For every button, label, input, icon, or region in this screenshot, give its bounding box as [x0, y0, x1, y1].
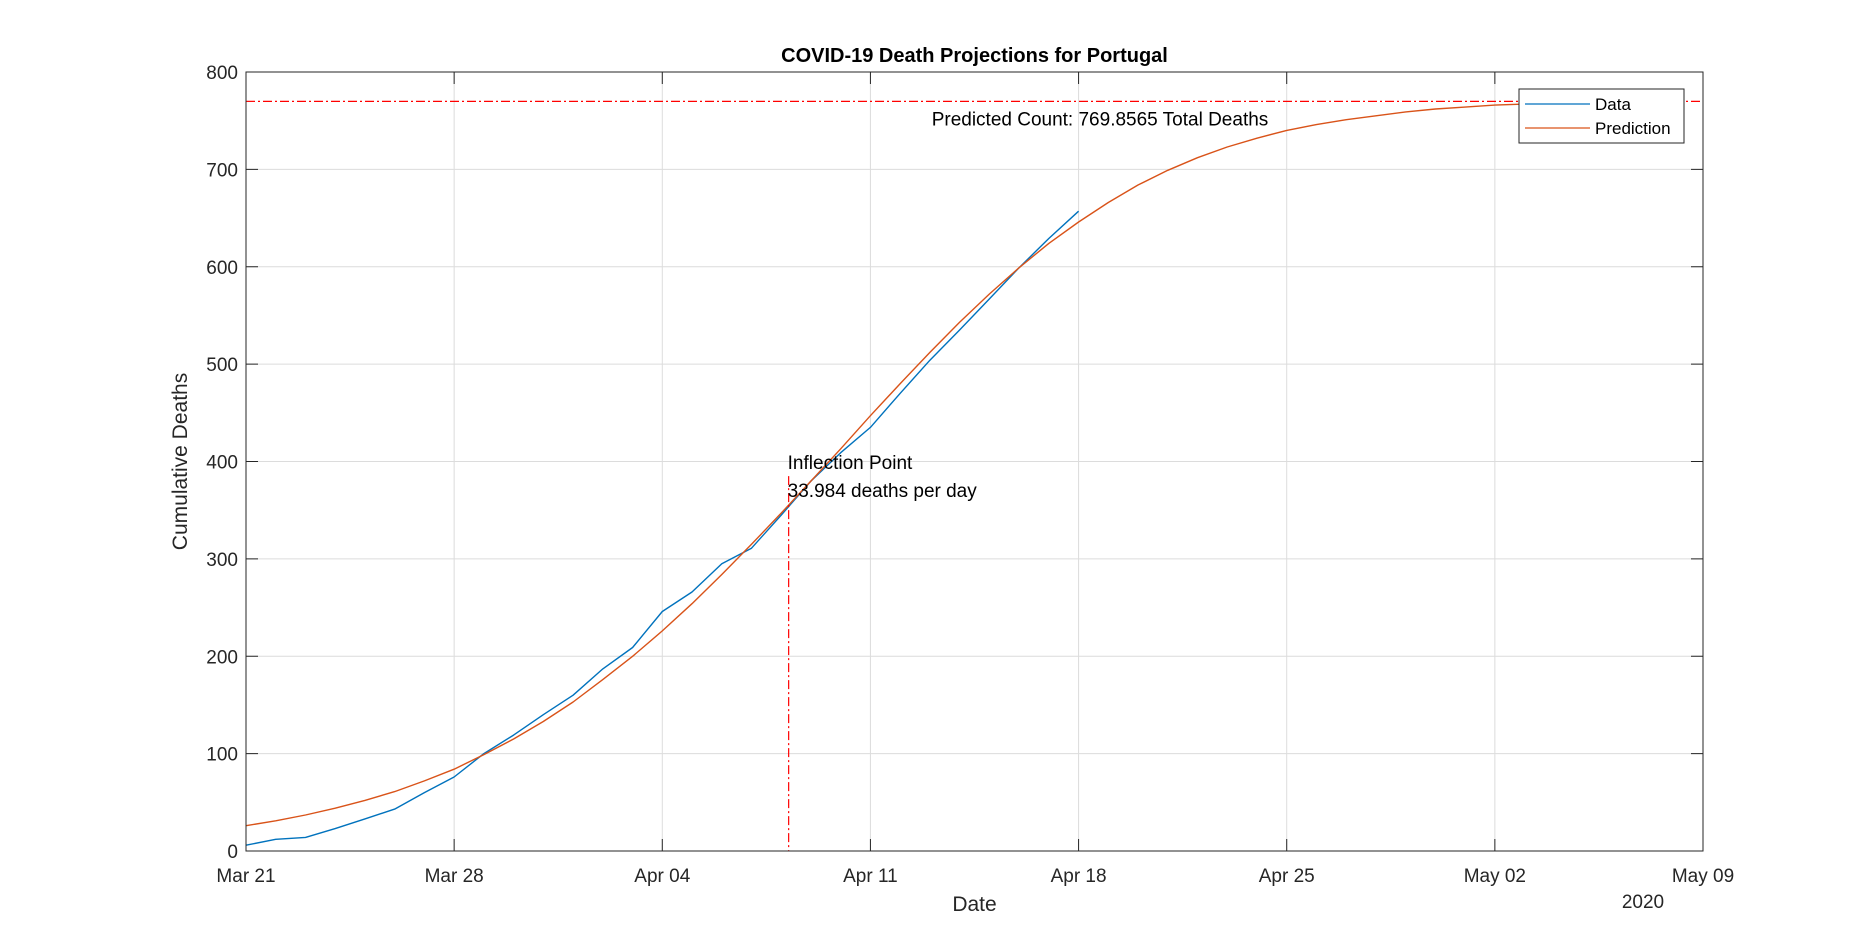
x-tick-label: Mar 28: [425, 866, 484, 887]
legend-box: [1518, 88, 1685, 144]
x-axis-year-label: 2020: [1622, 892, 1664, 913]
inflection-rate-label: 33.984 deaths per day: [788, 481, 978, 502]
x-tick-label: Apr 04: [634, 866, 690, 887]
legend-label-prediction: Prediction: [1595, 119, 1671, 138]
x-tick-label: May 09: [1672, 866, 1734, 887]
y-tick-label: 600: [206, 258, 238, 279]
x-axis-label: Date: [952, 893, 996, 916]
y-tick-label: 300: [206, 550, 238, 571]
x-tick-label: Apr 25: [1259, 866, 1315, 887]
legend: Data Prediction: [1518, 88, 1685, 144]
legend-label-data: Data: [1595, 95, 1631, 114]
axis-ticks: Mar 21 Mar 28 Apr 04 Apr 11 Apr 18 Apr 25 May …: [206, 63, 1734, 887]
y-tick-label: 100: [206, 745, 238, 766]
reference-lines: [246, 100, 1703, 851]
chart-title: COVID-19 Death Projections for Portugal: [781, 45, 1168, 67]
series-layer: [245, 102, 1555, 846]
inflection-point-label: Inflection Point: [788, 453, 913, 474]
y-tick-label: 0: [227, 842, 238, 863]
predicted-count-annotation: Predicted Count: 769.8565 Total Deaths: [932, 109, 1269, 130]
x-tick-label: May 02: [1464, 866, 1526, 887]
x-tick-label: Apr 11: [843, 866, 898, 887]
x-tick-label: Apr 18: [1051, 866, 1107, 887]
x-tick-label: Mar 21: [216, 866, 275, 887]
y-tick-label: 700: [206, 160, 238, 181]
y-tick-label: 800: [206, 63, 238, 84]
series-line-prediction: [245, 102, 1555, 827]
y-tick-label: 500: [206, 355, 238, 376]
series-line-data: [245, 210, 1080, 846]
y-tick-label: 400: [206, 453, 238, 474]
y-tick-label: 200: [206, 647, 238, 668]
y-axis-label: Cumulative Deaths: [169, 373, 192, 550]
